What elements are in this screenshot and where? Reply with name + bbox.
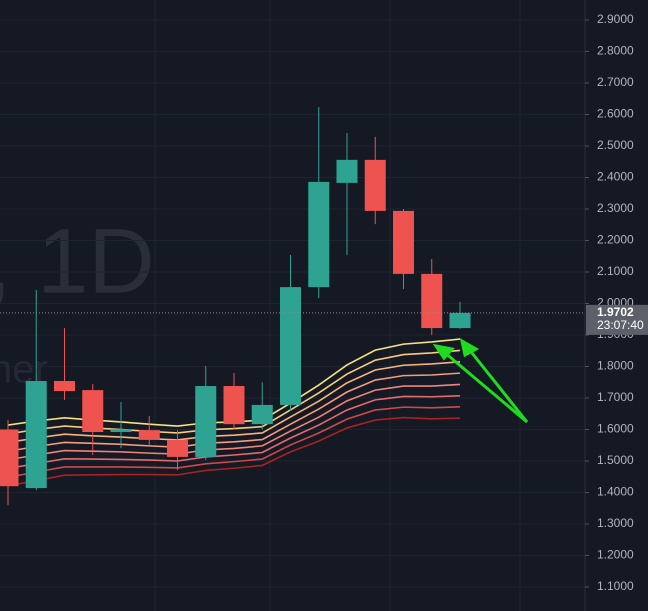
candle-body bbox=[54, 380, 75, 392]
y-tick-label: 2.3000 bbox=[597, 201, 634, 215]
y-tick-label: 1.5000 bbox=[597, 453, 634, 467]
candle-body bbox=[393, 210, 414, 274]
watermark: T, 1D bbox=[0, 210, 155, 312]
countdown-label: 23:07:40 bbox=[597, 318, 644, 332]
candle-body bbox=[336, 159, 358, 183]
y-tick-label: 1.3000 bbox=[597, 516, 634, 530]
arrow-shaft bbox=[466, 347, 529, 423]
y-tick-label: 1.4000 bbox=[597, 485, 634, 499]
y-tick-label: 2.6000 bbox=[597, 107, 634, 121]
candle-body bbox=[195, 386, 217, 457]
moving-average bbox=[7, 394, 461, 470]
y-tick-label: 1.6000 bbox=[597, 422, 634, 436]
arrow-head bbox=[432, 343, 455, 361]
moving-average bbox=[7, 372, 461, 453]
vertical-grid bbox=[154, 0, 521, 611]
y-tick-label: 2.5000 bbox=[597, 138, 634, 152]
moving-average bbox=[7, 383, 461, 461]
candle-body bbox=[364, 159, 386, 211]
candle-body bbox=[0, 429, 19, 487]
y-tick-label: 1.2000 bbox=[597, 548, 634, 562]
candle-body bbox=[308, 181, 330, 288]
y-tick-label: 1.7000 bbox=[597, 390, 634, 404]
candle-body bbox=[138, 430, 160, 440]
moving-average bbox=[7, 406, 461, 479]
candle-body bbox=[167, 439, 188, 457]
candle-body bbox=[251, 404, 273, 425]
y-tick-label: 1.8000 bbox=[597, 359, 634, 373]
arrow-head bbox=[459, 338, 480, 358]
arrow-shaft bbox=[443, 350, 528, 424]
candle-body bbox=[223, 386, 245, 425]
y-tick-label: 2.2000 bbox=[597, 233, 634, 247]
candle-body bbox=[449, 312, 471, 329]
candle-body bbox=[110, 429, 132, 433]
last-price-box bbox=[586, 304, 648, 335]
candle-body bbox=[280, 287, 301, 405]
y-tick-label: 2.1000 bbox=[597, 264, 634, 278]
y-tick-label: 1.1000 bbox=[597, 579, 634, 593]
last-price-label: 1.9702 bbox=[597, 305, 634, 319]
y-tick-label: 2.7000 bbox=[597, 75, 634, 89]
y-tick-label: 2.4000 bbox=[597, 170, 634, 184]
moving-average bbox=[7, 360, 461, 444]
candle-body bbox=[82, 390, 104, 433]
candle-body bbox=[421, 273, 443, 329]
candle-body bbox=[25, 380, 47, 489]
y-tick-label: 2.8000 bbox=[597, 44, 634, 58]
y-tick-label: 2.9000 bbox=[597, 12, 634, 26]
moving-average bbox=[7, 416, 461, 487]
annotation-arrows bbox=[432, 338, 529, 424]
